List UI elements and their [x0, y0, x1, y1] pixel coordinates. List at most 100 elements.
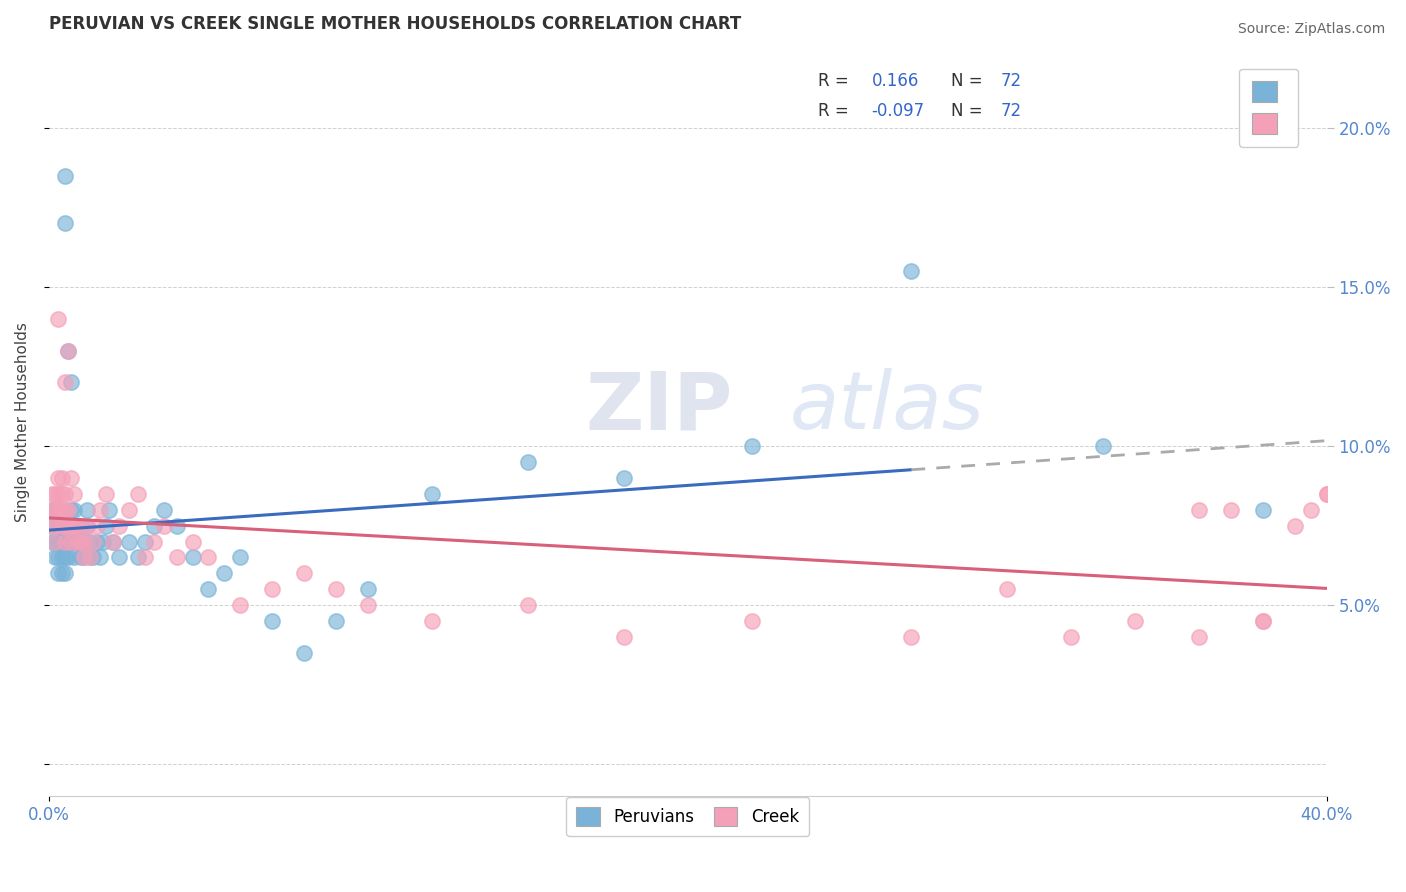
Point [69, 534, 91, 549]
Point [44, 487, 66, 501]
Point [44, 518, 66, 533]
Point [517, 598, 540, 612]
Point [66, 518, 89, 533]
Point [41, 518, 63, 533]
Point [51, 566, 73, 581]
Point [53, 487, 76, 501]
Point [46, 487, 69, 501]
Point [197, 582, 219, 597]
Point [517, 455, 540, 469]
Point [325, 614, 347, 628]
Point [96, 518, 118, 533]
Point [53, 502, 76, 516]
Point [152, 518, 174, 533]
Point [51, 502, 73, 516]
Point [143, 534, 166, 549]
Point [56, 518, 79, 533]
Point [214, 566, 236, 581]
Point [41, 534, 63, 549]
Text: 0.166: 0.166 [872, 72, 920, 90]
Point [46, 518, 69, 533]
Point [60, 376, 83, 390]
Point [76, 518, 98, 533]
Point [60, 534, 83, 549]
Point [357, 582, 380, 597]
Point [46, 471, 69, 485]
Point [73, 534, 96, 549]
Point [117, 502, 139, 516]
Point [1060, 630, 1083, 644]
Point [89, 550, 111, 565]
Point [101, 534, 124, 549]
Text: R =: R = [818, 103, 853, 120]
Point [56, 343, 79, 358]
Point [292, 566, 315, 581]
Point [44, 502, 66, 516]
Point [51, 471, 73, 485]
Point [108, 518, 131, 533]
Text: R =: R = [818, 72, 853, 90]
Legend: Peruvians, Creek: Peruvians, Creek [567, 797, 808, 837]
Point [79, 550, 101, 565]
Point [44, 518, 66, 533]
Point [1092, 439, 1115, 453]
Point [420, 614, 443, 628]
Text: N =: N = [950, 103, 988, 120]
Point [56, 518, 79, 533]
Point [1251, 614, 1274, 628]
Point [181, 550, 204, 565]
Point [117, 534, 139, 549]
Point [1219, 502, 1241, 516]
Point [82, 534, 104, 549]
Point [53, 550, 76, 565]
Point [56, 550, 79, 565]
Point [51, 534, 73, 549]
Point [1251, 614, 1274, 628]
Point [60, 471, 83, 485]
Point [46, 550, 69, 565]
Text: PERUVIAN VS CREEK SINGLE MOTHER HOUSEHOLDS CORRELATION CHART: PERUVIAN VS CREEK SINGLE MOTHER HOUSEHOL… [49, 15, 741, 33]
Point [41, 502, 63, 516]
Point [127, 550, 149, 565]
Point [46, 502, 69, 516]
Point [60, 502, 83, 516]
Point [229, 598, 252, 612]
Point [127, 487, 149, 501]
Point [53, 169, 76, 183]
Point [51, 518, 73, 533]
Point [98, 502, 121, 516]
Point [741, 614, 763, 628]
Point [63, 518, 86, 533]
Point [56, 502, 79, 516]
Point [134, 550, 156, 565]
Text: ZIP: ZIP [585, 368, 733, 446]
Point [63, 502, 86, 516]
Point [53, 534, 76, 549]
Point [69, 534, 91, 549]
Point [69, 518, 91, 533]
Point [51, 550, 73, 565]
Point [69, 550, 91, 565]
Point [900, 630, 922, 644]
Point [60, 534, 83, 549]
Point [41, 518, 63, 533]
Point [53, 376, 76, 390]
Point [63, 518, 86, 533]
Point [82, 550, 104, 565]
Point [66, 534, 89, 549]
Point [91, 534, 114, 549]
Point [262, 614, 284, 628]
Point [995, 582, 1018, 597]
Point [44, 550, 66, 565]
Point [101, 534, 124, 549]
Text: 72: 72 [1001, 103, 1022, 120]
Point [51, 518, 73, 533]
Point [292, 646, 315, 660]
Point [86, 534, 108, 549]
Point [41, 502, 63, 516]
Point [197, 550, 219, 565]
Point [63, 550, 86, 565]
Point [166, 518, 188, 533]
Point [66, 534, 89, 549]
Point [53, 518, 76, 533]
